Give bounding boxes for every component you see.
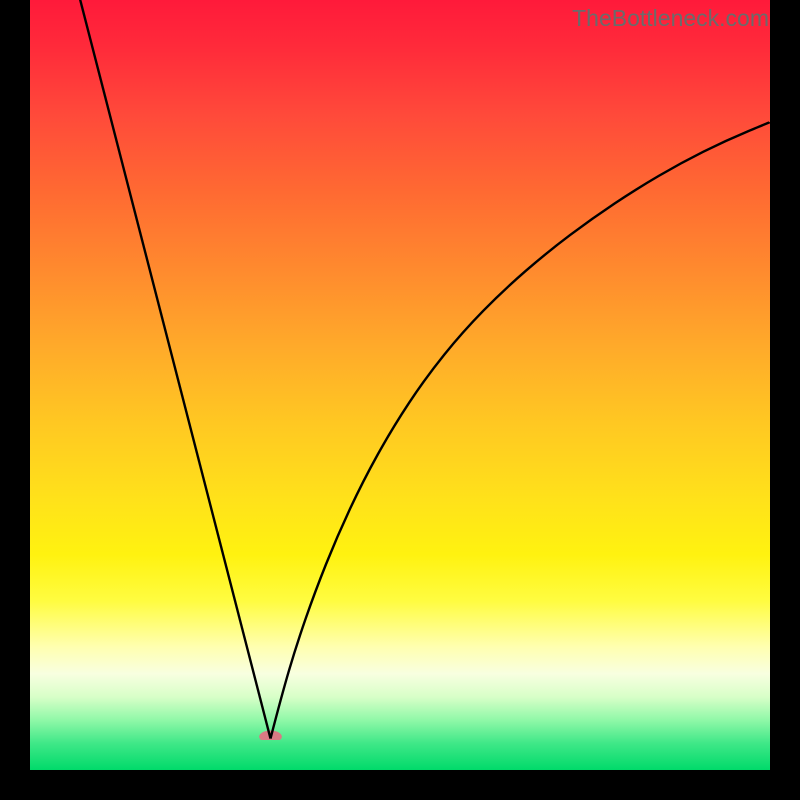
curve-right-branch bbox=[271, 122, 771, 738]
plot-area bbox=[30, 0, 770, 770]
curve-left-branch bbox=[71, 0, 271, 739]
bottleneck-curve bbox=[30, 0, 770, 740]
watermark-text: TheBottleneck.com bbox=[572, 5, 769, 32]
